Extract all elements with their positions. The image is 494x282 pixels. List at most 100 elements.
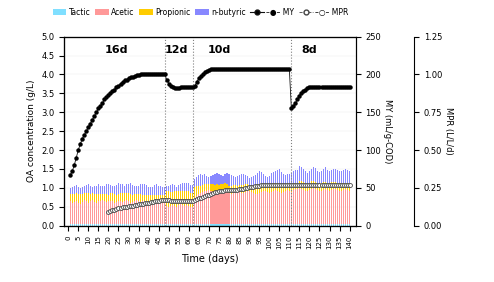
Bar xyxy=(154,202,155,224)
Bar xyxy=(72,187,73,194)
Bar xyxy=(325,182,326,189)
Bar xyxy=(158,195,159,201)
Bar xyxy=(214,174,215,185)
Bar xyxy=(335,189,336,224)
Bar xyxy=(88,203,89,224)
Bar xyxy=(90,201,91,224)
Bar xyxy=(104,186,105,194)
Bar xyxy=(166,224,167,226)
Bar xyxy=(130,203,131,224)
Bar xyxy=(96,194,97,203)
Bar xyxy=(275,224,276,226)
X-axis label: Time (days): Time (days) xyxy=(181,254,239,265)
Bar xyxy=(313,181,314,188)
Bar xyxy=(146,202,147,224)
Bar xyxy=(329,171,330,183)
Bar xyxy=(212,224,213,226)
Bar xyxy=(178,224,179,226)
Bar xyxy=(333,189,334,224)
Bar xyxy=(277,191,278,224)
Bar xyxy=(297,224,298,226)
Bar xyxy=(257,184,258,194)
Bar xyxy=(112,224,113,226)
Bar xyxy=(341,224,342,226)
Bar xyxy=(192,207,194,224)
Bar xyxy=(281,224,282,226)
Bar xyxy=(70,188,71,194)
Bar xyxy=(182,205,183,224)
Bar xyxy=(82,224,83,226)
Bar xyxy=(203,192,204,224)
Bar xyxy=(114,203,115,224)
Bar xyxy=(138,201,139,224)
Bar xyxy=(331,182,332,190)
Bar xyxy=(305,191,306,224)
Bar xyxy=(184,206,185,224)
Bar xyxy=(158,201,159,224)
Bar xyxy=(301,224,302,226)
Bar xyxy=(279,184,280,192)
Bar xyxy=(341,171,342,183)
Bar xyxy=(248,191,249,224)
Bar xyxy=(291,184,292,192)
Bar xyxy=(210,176,211,184)
Bar xyxy=(182,183,183,191)
Bar xyxy=(88,184,89,193)
Bar xyxy=(349,191,350,224)
Bar xyxy=(257,173,258,184)
Bar xyxy=(180,204,181,224)
Bar xyxy=(192,185,194,193)
Bar xyxy=(265,191,266,224)
Bar xyxy=(152,224,153,226)
Bar xyxy=(162,224,163,226)
Bar xyxy=(116,185,117,195)
Bar xyxy=(323,190,324,224)
Bar xyxy=(124,201,125,224)
Bar xyxy=(250,224,252,226)
Bar xyxy=(285,175,286,185)
Bar xyxy=(76,185,77,193)
Bar xyxy=(241,174,242,185)
Bar xyxy=(154,185,155,195)
Bar xyxy=(220,184,221,192)
Bar xyxy=(76,224,77,226)
Bar xyxy=(263,224,264,226)
Bar xyxy=(335,182,336,189)
Bar xyxy=(184,191,185,206)
Bar xyxy=(311,189,312,224)
Bar xyxy=(162,195,163,203)
Legend: Tactic, Acetic, Propionic, n-butyric, –●– MY, –○– MPR: Tactic, Acetic, Propionic, n-butyric, –●… xyxy=(49,5,351,20)
Bar xyxy=(90,194,91,201)
Bar xyxy=(140,202,141,224)
Bar xyxy=(263,174,264,184)
Bar xyxy=(245,224,246,226)
Bar xyxy=(152,195,153,201)
Bar xyxy=(337,170,338,182)
Bar xyxy=(250,192,252,224)
Bar xyxy=(162,203,163,224)
Bar xyxy=(315,189,316,224)
Bar xyxy=(98,201,99,224)
Bar xyxy=(329,191,330,224)
Bar xyxy=(305,224,306,226)
Bar xyxy=(92,200,93,224)
Bar xyxy=(295,170,296,182)
Bar xyxy=(196,224,198,226)
Bar xyxy=(106,194,107,202)
Bar xyxy=(194,224,196,226)
Bar xyxy=(188,224,189,226)
Bar xyxy=(182,191,183,205)
Bar xyxy=(190,224,191,226)
Bar xyxy=(229,186,230,193)
Bar xyxy=(192,224,194,226)
Bar xyxy=(277,170,278,183)
Bar xyxy=(208,184,209,190)
Bar xyxy=(158,186,159,195)
Bar xyxy=(166,186,167,191)
Bar xyxy=(106,202,107,224)
Bar xyxy=(120,224,121,226)
Bar xyxy=(295,189,296,224)
Bar xyxy=(86,193,87,201)
Bar xyxy=(186,183,187,191)
Bar xyxy=(124,186,125,193)
